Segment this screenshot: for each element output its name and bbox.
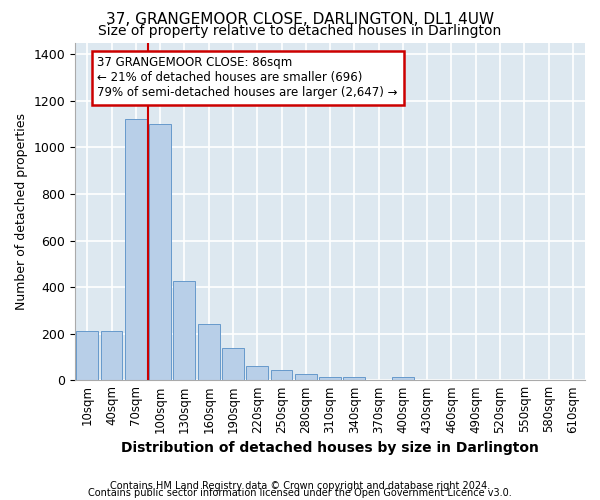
- Text: Contains public sector information licensed under the Open Government Licence v3: Contains public sector information licen…: [88, 488, 512, 498]
- Text: 37 GRANGEMOOR CLOSE: 86sqm
← 21% of detached houses are smaller (696)
79% of sem: 37 GRANGEMOOR CLOSE: 86sqm ← 21% of deta…: [97, 56, 398, 100]
- Bar: [125, 120, 147, 380]
- Y-axis label: Number of detached properties: Number of detached properties: [15, 113, 28, 310]
- X-axis label: Distribution of detached houses by size in Darlington: Distribution of detached houses by size …: [121, 441, 539, 455]
- Text: Contains HM Land Registry data © Crown copyright and database right 2024.: Contains HM Land Registry data © Crown c…: [110, 481, 490, 491]
- Bar: [173, 282, 196, 380]
- Bar: [392, 377, 414, 380]
- Bar: [295, 374, 317, 380]
- Bar: [76, 332, 98, 380]
- Bar: [319, 377, 341, 380]
- Bar: [222, 348, 244, 380]
- Bar: [343, 377, 365, 380]
- Bar: [271, 370, 292, 380]
- Bar: [198, 324, 220, 380]
- Text: Size of property relative to detached houses in Darlington: Size of property relative to detached ho…: [98, 24, 502, 38]
- Bar: [149, 124, 171, 380]
- Text: 37, GRANGEMOOR CLOSE, DARLINGTON, DL1 4UW: 37, GRANGEMOOR CLOSE, DARLINGTON, DL1 4U…: [106, 12, 494, 26]
- Bar: [101, 332, 122, 380]
- Bar: [247, 366, 268, 380]
